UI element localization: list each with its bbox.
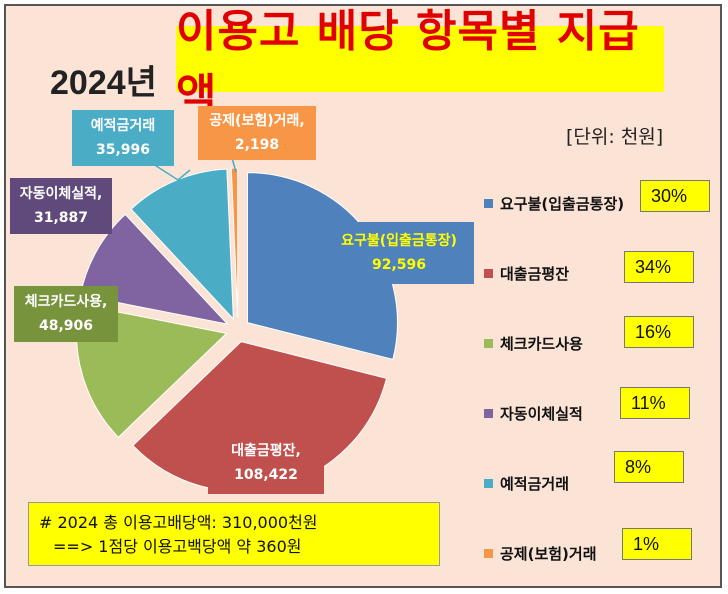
leader-line-savings <box>149 161 191 181</box>
legend-item-check-card: 체크카드사용 <box>484 333 583 354</box>
callout-label: 자동이체실적, <box>19 186 103 202</box>
legend-item-demand-deposit: 요구불(입출금통장) <box>484 193 624 214</box>
legend-swatch <box>484 339 493 348</box>
callout-value: 48,906 <box>38 318 94 334</box>
percent-badge-demand-deposit: 30% <box>640 180 710 212</box>
legend-label: 자동이체실적 <box>500 405 583 423</box>
legend-label: 예적금거래 <box>500 475 570 493</box>
callout-label: 체크카드사용, <box>24 294 108 310</box>
callout-value: 35,996 <box>95 142 151 158</box>
legend-swatch <box>484 269 493 278</box>
legend-item-savings: 예적금거래 <box>484 473 569 494</box>
legend-item-insurance: 공제(보험)거래 <box>484 543 597 564</box>
leader-line-insurance <box>231 157 237 173</box>
callout-savings: 예적금거래 35,996 <box>72 110 174 166</box>
percent-badge-savings: 8% <box>614 451 684 483</box>
callout-check-card: 체크카드사용, 48,906 <box>14 286 118 342</box>
callout-loan-balance: 대출금평잔, 108,422 <box>208 434 324 494</box>
callout-demand-deposit: 요구불(입출금통장) 92,596 <box>324 222 474 284</box>
legend-swatch <box>484 199 493 208</box>
legend-item-loan-balance: 대출금평잔 <box>484 263 569 284</box>
callout-value: 31,887 <box>33 210 89 226</box>
percent-badge-auto-transfer: 11% <box>620 387 690 419</box>
callout-insurance: 공제(보험)거래, 2,198 <box>198 106 316 160</box>
legend-swatch <box>484 479 493 488</box>
callout-value: 92,596 <box>371 257 427 273</box>
pie-slice-savings <box>130 168 234 321</box>
callout-value: 108,422 <box>234 467 298 483</box>
note-line-per-point: ==> 1점당 이용고백당액 약 360원 <box>53 537 302 556</box>
legend-swatch <box>484 549 493 558</box>
legend-swatch <box>484 409 493 418</box>
summary-note: # 2024 총 이용고배당액: 310,000천원 ==> 1점당 이용고백당… <box>28 502 440 566</box>
year-label: 2024년 <box>50 64 157 102</box>
callout-label: 공제(보험)거래, <box>209 113 305 129</box>
callout-value: 2,198 <box>234 137 280 153</box>
callout-label: 요구불(입출금통장) <box>341 233 457 249</box>
legend-label: 대출금평잔 <box>500 265 570 283</box>
callout-label: 대출금평잔, <box>231 443 301 459</box>
legend-label: 체크카드사용 <box>500 335 583 353</box>
legend-item-auto-transfer: 자동이체실적 <box>484 403 583 424</box>
legend-label: 요구불(입출금통장) <box>500 195 625 213</box>
unit-label: [단위: 천원] <box>566 126 664 148</box>
legend-label: 공제(보험)거래 <box>500 545 597 563</box>
percent-badge-check-card: 16% <box>624 316 694 348</box>
callout-label: 예적금거래 <box>90 118 156 134</box>
percent-badge-insurance: 1% <box>622 528 692 560</box>
percent-badge-loan-balance: 34% <box>624 251 694 283</box>
callout-auto-transfer: 자동이체실적, 31,887 <box>10 178 112 234</box>
note-line-total: # 2024 총 이용고배당액: 310,000천원 <box>39 513 318 532</box>
